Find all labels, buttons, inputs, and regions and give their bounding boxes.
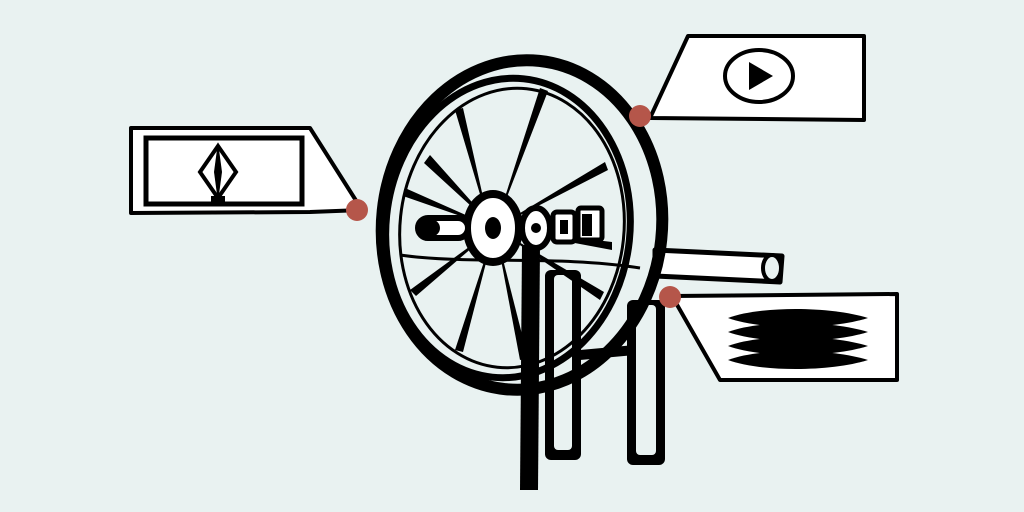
compass-icon [197,142,239,202]
callout-top-right[interactable] [629,34,866,127]
spinning-wheel [375,54,669,396]
callout-right[interactable] [659,286,899,382]
axle-rod [652,247,785,285]
callout-left[interactable] [129,126,368,221]
text-lines-icon [728,309,868,369]
play-icon [723,48,795,104]
hotspot-top-right[interactable] [629,105,651,127]
hotspot-right[interactable] [659,286,681,308]
hotspot-left[interactable] [346,199,368,221]
